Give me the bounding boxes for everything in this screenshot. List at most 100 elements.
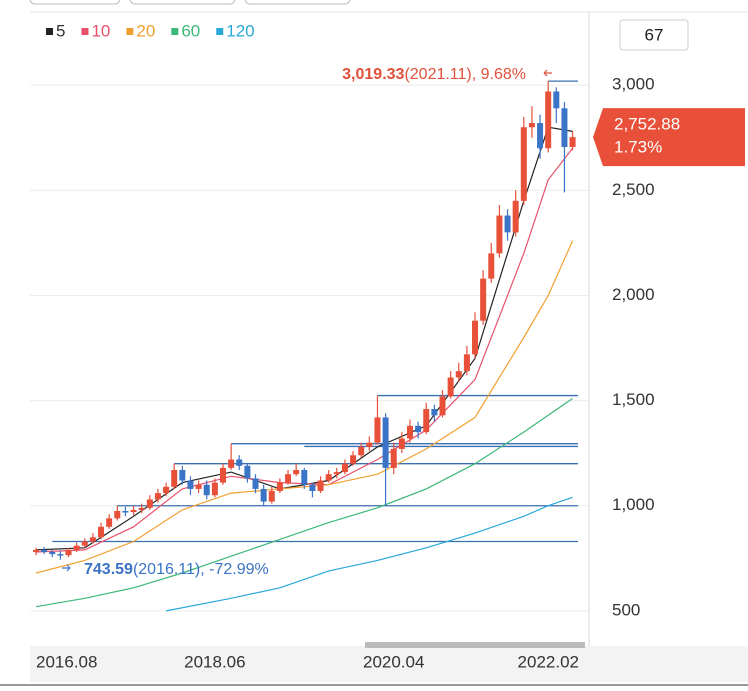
candle-body [350, 455, 357, 464]
candle-body [341, 463, 348, 473]
candle-body [447, 377, 454, 397]
low-annotation-value: 743.59 [84, 561, 133, 578]
legend-label: 5 [56, 21, 65, 40]
candle-body [496, 215, 503, 254]
high-arrow [543, 69, 552, 77]
legend-label: 60 [181, 21, 200, 40]
legend-swatch [126, 28, 134, 35]
count-box[interactable] [619, 19, 689, 51]
candle-body [528, 123, 535, 128]
tab-button[interactable] [244, 0, 351, 5]
candle-body [390, 448, 397, 468]
candle-body [569, 137, 576, 148]
candle-body [89, 537, 96, 542]
high-annotation-detail: (2021.11), 9.68% [404, 66, 526, 83]
candle-body [49, 552, 56, 555]
candle-body [187, 480, 194, 489]
legend-label: 10 [91, 21, 110, 40]
candle-body [236, 459, 243, 466]
candle-body [374, 417, 381, 443]
candle-body [106, 518, 113, 527]
candle-body [463, 354, 470, 372]
legend-swatch [171, 28, 179, 35]
legend-label: 120 [226, 21, 254, 40]
candle-body [333, 472, 340, 475]
candle-body [260, 488, 267, 502]
candle-body [301, 469, 308, 485]
legend: 5 10 20 60 120 [46, 21, 255, 40]
candle-body [472, 320, 479, 355]
price-tag [593, 108, 745, 167]
candle-body [317, 480, 324, 492]
moving-average-line [35, 240, 574, 574]
candle-body [268, 491, 275, 502]
candle-body [146, 499, 153, 508]
candle-body [480, 278, 487, 321]
candle-body [285, 474, 292, 483]
y-tick-label: 2,500 [612, 180, 655, 199]
candle-body [252, 478, 259, 489]
candle-body [276, 482, 283, 492]
candle-body [366, 442, 373, 447]
candle-body [358, 446, 365, 456]
candle-body [228, 459, 235, 468]
candle-body [41, 549, 48, 553]
candle-body [398, 438, 405, 449]
x-tick-label: 2022.02 [518, 652, 579, 671]
candle-body [154, 493, 161, 500]
legend-label: 20 [136, 21, 155, 40]
candle-body [455, 371, 462, 378]
y-tick-label: 2,000 [612, 285, 655, 304]
candle-body [57, 554, 64, 556]
legend-swatch [81, 28, 89, 35]
candle-body [195, 484, 202, 489]
candle-body [423, 409, 430, 433]
candle-body [163, 486, 170, 494]
candle-body [553, 91, 560, 109]
scrollbar[interactable] [365, 642, 585, 648]
high-annotation: 3,019.33(2021.11), 9.68% [342, 66, 526, 83]
candle-body [545, 91, 552, 149]
candle-body [65, 549, 72, 556]
price-tag-value: 2,752.88 [614, 115, 680, 134]
legend-swatch [46, 28, 53, 35]
moving-average-line [35, 398, 573, 608]
candle-body [382, 417, 389, 468]
candle-body [415, 425, 422, 433]
legend-swatch [216, 28, 224, 35]
y-tick-label: 1,500 [612, 390, 655, 409]
high-annotation-value: 3,019.33 [342, 66, 404, 83]
candle-body [130, 509, 137, 513]
candle-body [81, 541, 88, 546]
y-tick-label: 3,000 [612, 75, 655, 94]
candle-body [33, 549, 39, 553]
price-tag-change: 1.73% [614, 138, 662, 157]
x-tick-label: 2020.04 [363, 652, 424, 671]
candle-body [309, 484, 316, 492]
candle-body [406, 425, 413, 439]
x-tick-label: 2016.08 [36, 652, 97, 671]
candle-body [219, 467, 226, 483]
tab-button[interactable] [129, 0, 236, 5]
candle-body [520, 127, 527, 201]
candle-body [122, 510, 129, 513]
moving-average-line [165, 496, 573, 612]
low-annotation-detail: (2016.11), -72.99% [133, 561, 269, 578]
candle-body [439, 396, 446, 416]
x-tick-label: 2018.06 [184, 652, 245, 671]
candle-body [512, 200, 519, 233]
low-arrow [62, 564, 71, 572]
candle-body [561, 108, 568, 148]
candle-body [138, 507, 145, 510]
x-axis-band [30, 646, 748, 682]
candle-body [73, 545, 80, 550]
y-tick-label: 500 [612, 600, 640, 619]
low-annotation: 743.59(2016.11), -72.99% [84, 561, 269, 578]
candle-body [431, 409, 438, 416]
candle-body [488, 253, 495, 279]
candle-body [114, 510, 121, 519]
tab-button[interactable] [29, 0, 121, 5]
candle-body [171, 469, 178, 487]
